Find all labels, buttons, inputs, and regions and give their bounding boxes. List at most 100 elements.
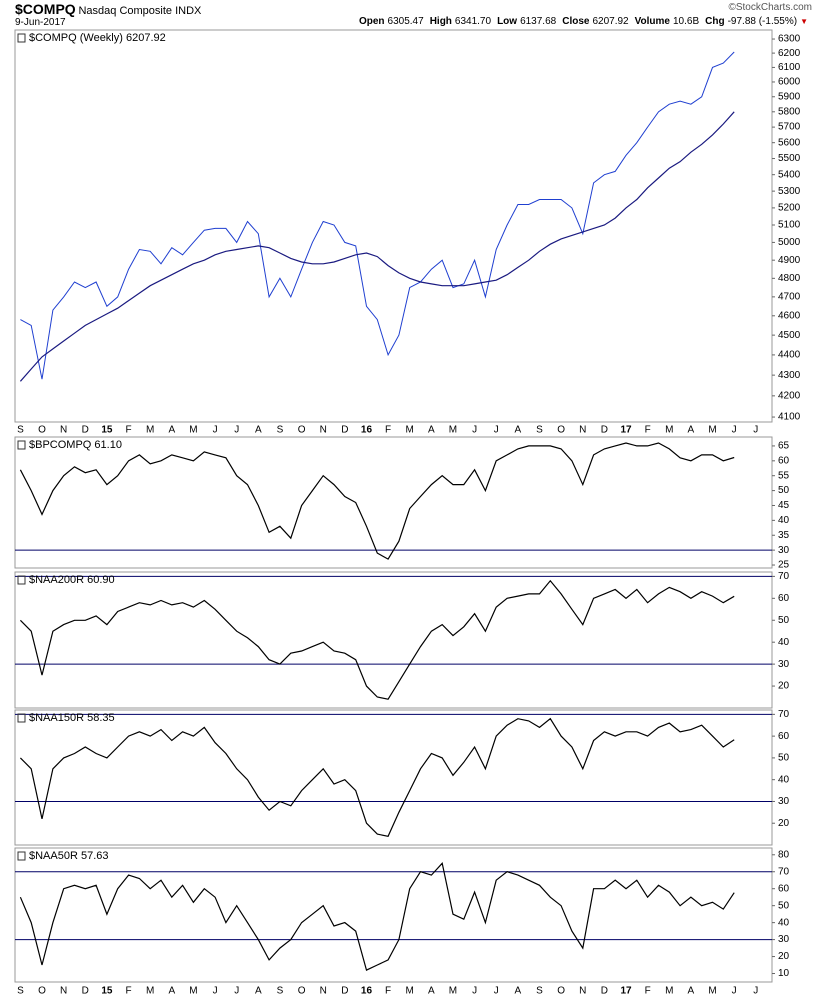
quote-label: Low	[497, 16, 518, 27]
x-tick-label: F	[645, 986, 651, 997]
x-tick-label: D	[601, 425, 608, 436]
y-tick-label: 40	[778, 917, 790, 928]
y-tick-label: 5100	[778, 220, 801, 231]
x-tick-label: M	[189, 986, 197, 997]
x-tick-label: M	[406, 425, 414, 436]
x-tick-label: D	[82, 425, 89, 436]
y-tick-label: 4700	[778, 292, 801, 303]
x-tick-label: M	[189, 425, 197, 436]
quote-value: -97.88 (-1.55%)	[727, 16, 798, 27]
quote-line: Open 6305.47 High 6341.70 Low 6137.68 Close 620…	[353, 16, 808, 27]
y-tick-label: 4200	[778, 390, 801, 401]
y-tick-label: 10	[778, 968, 790, 979]
y-tick-label: 5500	[778, 153, 801, 164]
x-tick-label: J	[213, 986, 218, 997]
panel-label: $NAA50R 57.63	[29, 850, 109, 862]
x-tick-label: M	[146, 986, 154, 997]
panel-label: $NAA150R 58.35	[29, 712, 115, 724]
y-tick-label: 6100	[778, 62, 801, 73]
quote-label: High	[429, 16, 452, 27]
panel-icon	[17, 575, 26, 585]
y-tick-label: 5300	[778, 186, 801, 197]
date: 9-Jun-2017	[15, 17, 66, 28]
x-tick-label: F	[645, 425, 651, 436]
y-tick-label: 4900	[778, 255, 801, 266]
quote-label: Chg	[705, 16, 725, 27]
y-tick-label: 5800	[778, 106, 801, 117]
quote-value: 10.6B	[673, 16, 700, 27]
panel-frame	[14, 571, 773, 709]
x-tick-label: J	[213, 425, 218, 436]
panel-icon	[17, 33, 26, 43]
quote-label: Open	[358, 16, 385, 27]
y-tick-label: 4400	[778, 350, 801, 361]
y-tick-label: 50	[778, 485, 790, 496]
y-tick-label: 50	[778, 615, 790, 626]
x-tick-label: A	[688, 425, 695, 436]
x-tick-label: J	[753, 986, 758, 997]
y-tick-label: 25	[778, 560, 790, 571]
panel-label: $COMPQ (Weekly) 6207.92	[29, 32, 166, 44]
y-tick-label: 30	[778, 545, 790, 556]
y-tick-label: 4100	[778, 412, 801, 423]
x-tick-label: A	[688, 986, 695, 997]
x-tick-label: J	[732, 986, 737, 997]
down-arrow: ▼	[800, 17, 808, 26]
series-line	[19, 862, 735, 971]
x-tick-label: O	[557, 986, 565, 997]
y-tick-label: 50	[778, 753, 790, 764]
series-line	[20, 51, 735, 380]
y-tick-label: 6200	[778, 48, 801, 59]
x-tick-label: S	[277, 425, 284, 436]
y-tick-label: 40	[778, 515, 790, 526]
x-tick-label: A	[255, 425, 262, 436]
x-tick-label: J	[472, 986, 477, 997]
x-tick-label: S	[536, 425, 543, 436]
y-tick-label: 20	[778, 951, 790, 962]
x-tick-label: D	[341, 986, 348, 997]
panel-frame	[14, 436, 773, 569]
y-tick-label: 60	[778, 731, 790, 742]
y-tick-label: 30	[778, 796, 790, 807]
x-tick-label: 17	[620, 986, 632, 997]
x-tick-label: S	[17, 425, 24, 436]
x-tick-label: A	[515, 986, 522, 997]
x-tick-label: 15	[101, 425, 113, 436]
symbol-line: $COMPQ Nasdaq Composite INDX	[15, 1, 201, 17]
symbol-name: Nasdaq Composite INDX	[78, 5, 202, 17]
x-tick-label: O	[557, 425, 565, 436]
y-tick-label: 40	[778, 774, 790, 785]
y-tick-label: 20	[778, 818, 790, 829]
x-tick-label: M	[665, 425, 673, 436]
y-tick-label: 6300	[778, 34, 801, 45]
x-tick-label: F	[125, 425, 131, 436]
x-tick-label: M	[665, 986, 673, 997]
x-tick-label: J	[494, 986, 499, 997]
x-tick-label: F	[385, 425, 391, 436]
quote-label: Close	[562, 16, 590, 27]
y-tick-label: 5200	[778, 203, 801, 214]
y-tick-label: 70	[778, 709, 790, 720]
y-tick-label: 6000	[778, 77, 801, 88]
x-tick-label: D	[82, 986, 89, 997]
series-line	[19, 111, 735, 382]
x-tick-label: S	[277, 986, 284, 997]
panel-label: $NAA200R 60.90	[29, 574, 115, 586]
x-tick-label: 16	[361, 986, 373, 997]
x-tick-label: J	[732, 425, 737, 436]
panel-label: $BPCOMPQ 61.10	[29, 439, 122, 451]
y-tick-label: 70	[778, 571, 790, 582]
x-tick-label: O	[298, 986, 306, 997]
x-tick-label: M	[146, 425, 154, 436]
y-tick-label: 45	[778, 500, 790, 511]
y-tick-label: 50	[778, 900, 790, 911]
y-tick-label: 4300	[778, 370, 801, 381]
y-tick-label: 5600	[778, 137, 801, 148]
x-tick-label: J	[494, 425, 499, 436]
x-tick-label: M	[708, 986, 716, 997]
x-tick-label: J	[234, 986, 239, 997]
panel-frame	[14, 847, 773, 983]
y-tick-label: 4600	[778, 310, 801, 321]
y-tick-label: 80	[778, 849, 790, 860]
y-tick-label: 40	[778, 637, 790, 648]
